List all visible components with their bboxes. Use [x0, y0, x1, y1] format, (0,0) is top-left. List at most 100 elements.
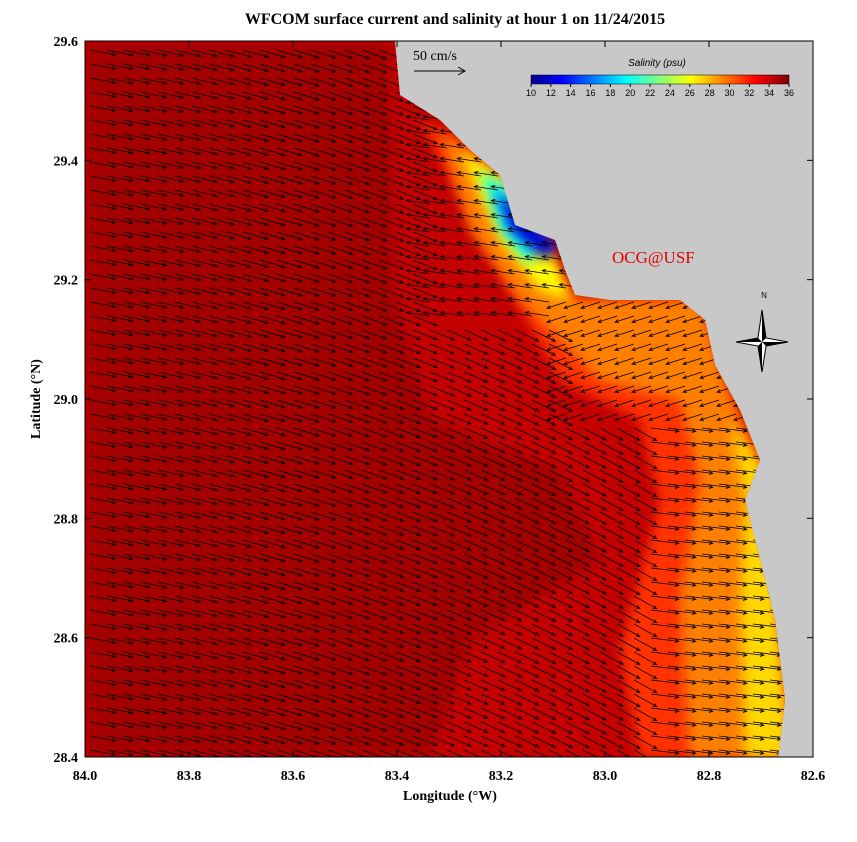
- current-vector: [648, 385, 669, 393]
- current-vector: [378, 217, 405, 228]
- current-vector: [259, 133, 286, 143]
- current-vector: [310, 105, 337, 115]
- current-vector: [701, 735, 731, 741]
- current-vector: [293, 651, 320, 661]
- current-vector: [633, 749, 658, 757]
- current-vector: [446, 539, 472, 551]
- current-vector: [514, 679, 540, 692]
- current-vector: [531, 469, 557, 482]
- current-vector: [208, 357, 236, 366]
- current-vector: [395, 371, 422, 382]
- current-vector: [582, 511, 607, 525]
- current-vector: [650, 623, 680, 629]
- current-vector: [665, 413, 686, 421]
- current-vector: [259, 91, 286, 101]
- current-vector: [361, 749, 388, 757]
- current-vector: [361, 63, 388, 74]
- current-vector: [395, 469, 422, 480]
- current-vector: [514, 707, 540, 720]
- current-vector: [378, 511, 405, 522]
- y-tick-label: 28.4: [54, 751, 79, 766]
- current-vector: [344, 385, 371, 396]
- current-vector: [633, 539, 658, 554]
- current-vector: [514, 665, 540, 678]
- current-vector: [412, 511, 439, 523]
- current-vector: [344, 287, 371, 298]
- current-vector: [480, 539, 506, 551]
- current-vector: [89, 553, 117, 560]
- current-vector: [395, 497, 422, 508]
- current-vector: [225, 343, 253, 352]
- current-vector: [344, 525, 371, 536]
- current-vector: [582, 567, 607, 581]
- current-vector: [293, 469, 320, 479]
- current-vector: [701, 469, 731, 475]
- current-vector: [293, 679, 320, 689]
- current-vector: [293, 371, 320, 381]
- current-vector: [514, 581, 540, 594]
- current-vector: [439, 283, 465, 289]
- current-vector: [514, 497, 540, 510]
- current-vector: [361, 525, 388, 536]
- current-vector: [208, 161, 236, 170]
- current-vector: [429, 609, 456, 621]
- current-vector: [174, 245, 202, 254]
- current-vector: [650, 707, 680, 713]
- current-vector: [106, 469, 134, 477]
- current-vector: [405, 269, 431, 275]
- current-vector: [718, 595, 748, 601]
- current-vector: [276, 77, 303, 87]
- current-vector: [701, 721, 731, 727]
- current-vector: [684, 693, 714, 699]
- current-vector: [650, 525, 680, 531]
- current-vector: [344, 343, 371, 354]
- current-vector: [633, 483, 658, 498]
- current-vector: [259, 693, 286, 703]
- current-vector: [361, 133, 388, 144]
- current-vector: [140, 735, 168, 743]
- current-vector: [327, 539, 354, 550]
- current-vector: [701, 707, 731, 713]
- current-vector: [327, 189, 354, 200]
- current-vector: [582, 735, 607, 749]
- current-vector: [667, 581, 697, 587]
- current-vector: [276, 105, 303, 115]
- current-vector: [293, 385, 320, 395]
- current-vector: [106, 119, 134, 127]
- current-vector: [310, 553, 337, 563]
- current-vector: [208, 217, 236, 226]
- current-vector: [242, 497, 270, 506]
- current-vector: [667, 497, 697, 503]
- current-vector: [752, 665, 782, 671]
- current-vector: [140, 427, 168, 435]
- current-vector: [473, 227, 499, 233]
- current-vector: [395, 399, 422, 410]
- current-vector: [446, 651, 472, 663]
- current-vector: [123, 301, 151, 309]
- colorbar-tick-label: 10: [526, 88, 536, 98]
- current-vector: [548, 427, 574, 440]
- current-vector: [293, 623, 320, 633]
- current-vector: [293, 525, 320, 535]
- current-vector: [616, 721, 641, 735]
- current-vector: [191, 231, 219, 240]
- current-vector: [140, 63, 168, 71]
- current-vector: [259, 371, 286, 381]
- current-vector: [293, 357, 320, 367]
- current-vector: [497, 399, 523, 412]
- current-vector: [378, 497, 405, 508]
- current-vector: [412, 623, 439, 635]
- current-vector: [378, 651, 405, 662]
- current-vector: [327, 77, 354, 88]
- current-vector: [293, 147, 320, 157]
- current-vector: [378, 343, 405, 354]
- current-vector: [446, 595, 472, 607]
- current-vector: [123, 147, 151, 155]
- current-vector: [259, 413, 286, 423]
- current-vector: [123, 91, 151, 99]
- current-vector: [140, 637, 168, 645]
- current-vector: [89, 329, 117, 336]
- current-vector: [633, 637, 658, 652]
- current-vector: [276, 483, 303, 493]
- current-vector: [497, 567, 523, 580]
